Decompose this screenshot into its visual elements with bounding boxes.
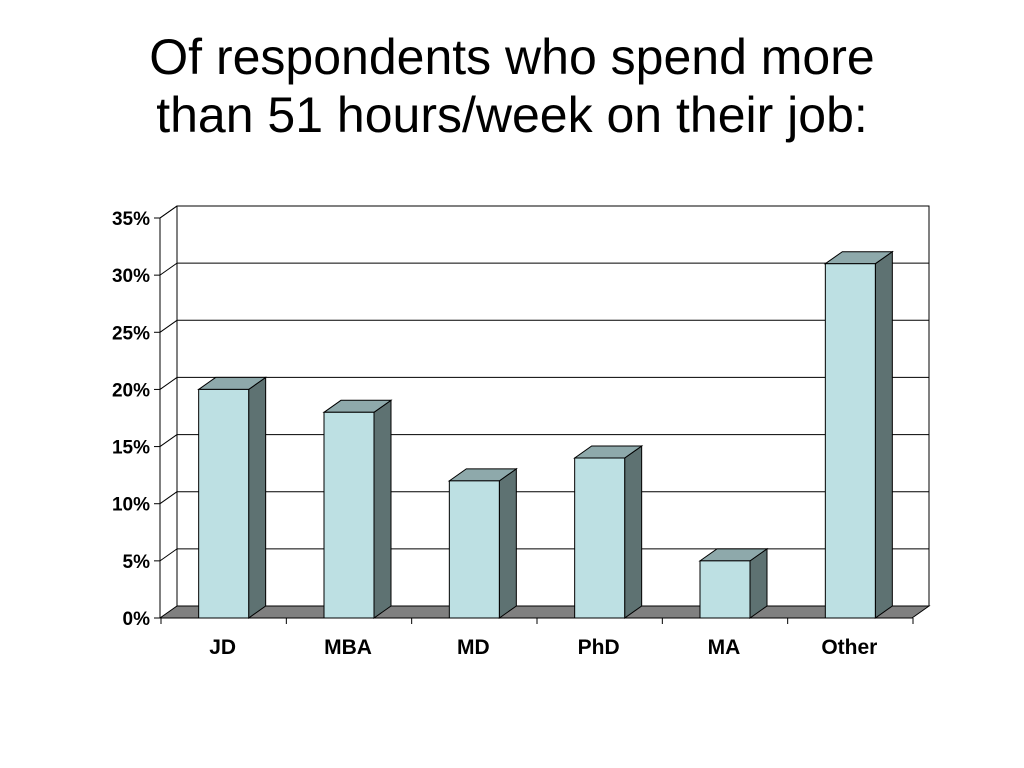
gridline-side (159, 262, 178, 276)
x-category-label: MA (708, 636, 741, 659)
x-category-label: PhD (578, 636, 620, 659)
bar-side (874, 250, 893, 619)
bar-side (373, 399, 392, 619)
gridline-side (159, 548, 178, 562)
x-category-label: MD (457, 636, 490, 659)
plot-back-wall (176, 205, 930, 607)
bar (699, 560, 751, 619)
plot-side-wall (159, 205, 178, 618)
gridline-side (159, 205, 178, 219)
y-tick-label: 30% (112, 266, 150, 287)
x-category-label: Other (821, 636, 877, 659)
y-tick-label: 15% (112, 438, 150, 459)
chart-title-line-2: than 51 hours/week on their job: (156, 87, 868, 143)
gridline-side (159, 491, 178, 505)
bar (198, 388, 250, 619)
x-category-label: MBA (324, 636, 372, 659)
y-tick-label: 35% (112, 209, 150, 230)
bar-side (248, 376, 267, 619)
gridline-side (159, 434, 178, 447)
y-tick-label: 20% (112, 380, 150, 401)
bar-side (624, 445, 643, 619)
bar (323, 411, 375, 619)
y-tick-label: 10% (112, 495, 150, 516)
bar (448, 480, 500, 619)
x-category-label: JD (209, 636, 236, 659)
bar (574, 457, 626, 619)
gridline-side (159, 377, 178, 390)
chart-floor (158, 605, 931, 619)
y-tick-label: 25% (112, 323, 150, 344)
bar (824, 263, 876, 619)
bar-side (498, 467, 517, 619)
y-tick-label: 0% (123, 609, 151, 630)
y-tick-label: 5% (123, 552, 151, 573)
gridline-side (159, 319, 178, 333)
chart-title: Of respondents who spend more than 51 ho… (0, 28, 1024, 144)
chart-title-line-1: Of respondents who spend more (149, 29, 875, 85)
